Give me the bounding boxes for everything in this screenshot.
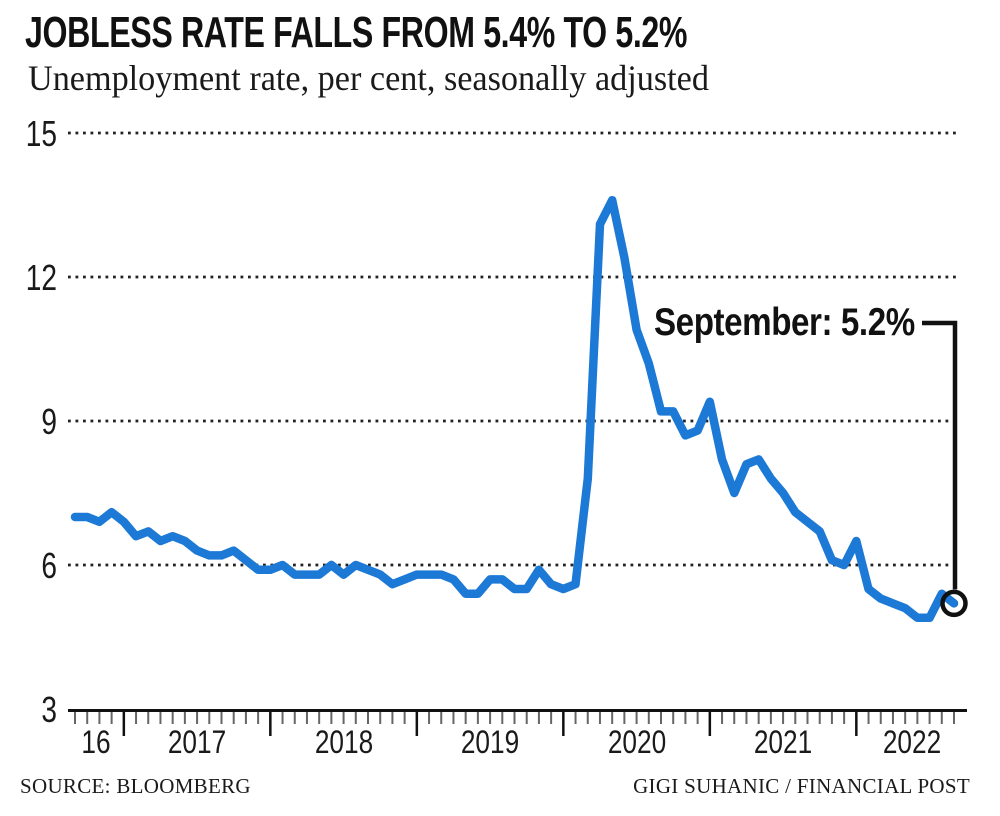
endpoint-marker [940,589,968,618]
y-tick-label: 6 [41,545,57,586]
annotation-connector [922,320,958,590]
y-tick-label: 9 [41,401,57,442]
y-tick-label: 15 [25,113,57,154]
y-tick-label: 12 [25,257,57,298]
y-tick-label: 3 [41,689,57,730]
x-year-label: 2022 [882,724,941,760]
x-year-label: 2020 [607,724,666,760]
x-year-label: 2021 [753,724,813,760]
source-credit: SOURCE: BLOOMBERG [20,774,251,798]
annotation-label: September: 5.2% [654,301,915,344]
data-line [70,195,959,623]
x-year-label: 2017 [167,724,227,760]
x-year-label: 16 [81,724,111,760]
x-year-label: 2019 [460,724,520,760]
x-year-label: 2018 [314,724,373,760]
chart-subtitle: Unemployment rate, per cent, seasonally … [28,58,709,98]
artist-credit: GIGI SUHANIC / FINANCIAL POST [633,774,970,798]
chart-title: JOBLESS RATE FALLS FROM 5.4% TO 5.2% [25,8,688,57]
